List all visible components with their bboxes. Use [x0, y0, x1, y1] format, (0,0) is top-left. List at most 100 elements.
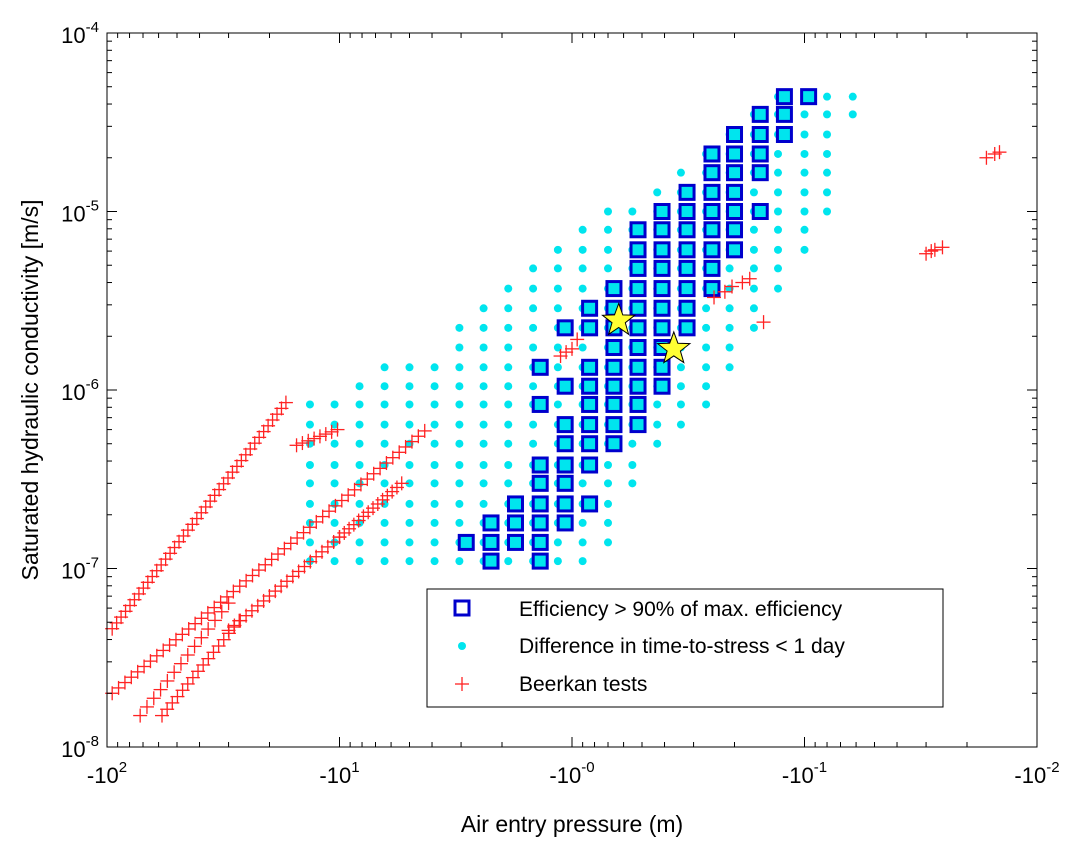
efficiency-point — [653, 299, 671, 317]
beerkan-point — [180, 648, 195, 663]
square-series — [457, 88, 818, 570]
time-to-stress-point — [725, 323, 734, 332]
time-to-stress-point — [380, 439, 389, 448]
time-to-stress-point — [749, 304, 758, 313]
time-to-stress-point — [380, 382, 389, 391]
efficiency-point — [605, 377, 623, 395]
time-to-stress-point — [430, 538, 439, 547]
time-to-stress-point — [504, 400, 513, 409]
efficiency-point — [556, 514, 574, 532]
time-to-stress-point — [430, 557, 439, 566]
efficiency-point — [751, 105, 769, 123]
time-to-stress-point — [653, 188, 662, 197]
efficiency-point — [482, 514, 500, 532]
efficiency-point — [726, 145, 744, 163]
legend-square-marker — [453, 599, 471, 617]
beerkan-point — [219, 589, 234, 604]
efficiency-point — [581, 456, 599, 474]
time-to-stress-point — [578, 557, 587, 566]
time-to-stress-point — [504, 284, 513, 293]
time-to-stress-point — [653, 400, 662, 409]
time-to-stress-point — [725, 304, 734, 313]
efficiency-point — [726, 221, 744, 239]
efficiency-point — [775, 88, 793, 106]
beerkan-point — [366, 466, 381, 481]
beerkan-point — [271, 547, 286, 562]
time-to-stress-point — [330, 518, 339, 527]
beerkan-point — [411, 429, 426, 444]
time-to-stress-point — [653, 420, 662, 429]
beerkan-point — [735, 275, 750, 290]
time-to-stress-point — [504, 557, 513, 566]
time-to-stress-point — [553, 557, 562, 566]
y-axis-label: Saturated hydraulic conductivity [m/s] — [17, 200, 43, 581]
beerkan-point — [979, 150, 994, 165]
time-to-stress-point — [504, 304, 513, 313]
time-to-stress-point — [380, 557, 389, 566]
time-to-stress-point — [455, 400, 464, 409]
time-to-stress-point — [430, 400, 439, 409]
time-to-stress-point — [405, 538, 414, 547]
efficiency-point — [482, 533, 500, 551]
time-to-stress-point — [823, 130, 832, 139]
time-to-stress-point — [405, 363, 414, 372]
time-to-stress-point — [578, 343, 587, 352]
legend-dot-marker — [458, 642, 466, 650]
legend-label-beerkan: Beerkan tests — [519, 673, 647, 696]
efficiency-point — [629, 241, 647, 259]
efficiency-point — [556, 319, 574, 337]
legend-label-time-to-stress: Difference in time-to-stress < 1 day — [519, 635, 845, 658]
efficiency-point — [703, 203, 721, 220]
beerkan-point — [570, 332, 585, 347]
time-to-stress-point — [430, 439, 439, 448]
efficiency-point — [581, 377, 599, 395]
efficiency-point — [506, 533, 524, 551]
time-to-stress-point — [355, 479, 364, 488]
efficiency-point — [653, 319, 671, 337]
efficiency-point — [605, 339, 623, 357]
time-to-stress-point — [774, 149, 783, 158]
efficiency-point — [678, 203, 696, 220]
beerkan-point — [258, 557, 273, 572]
time-to-stress-point — [479, 479, 488, 488]
beerkan-point — [213, 595, 228, 610]
beerkan-point — [756, 315, 771, 330]
time-to-stress-point — [355, 538, 364, 547]
efficiency-point — [581, 435, 599, 453]
time-to-stress-point — [330, 557, 339, 566]
y-tick-label: 10-6 — [61, 376, 99, 405]
time-to-stress-point — [529, 323, 538, 332]
beerkan-point — [360, 472, 375, 487]
time-to-stress-point — [578, 245, 587, 254]
time-to-stress-point — [405, 461, 414, 470]
beerkan-point — [277, 541, 292, 556]
efficiency-point — [703, 183, 721, 201]
beerkan-point — [992, 145, 1007, 160]
beerkan-point — [133, 708, 148, 723]
ticks — [106, 32, 1038, 748]
time-to-stress-point — [529, 304, 538, 313]
efficiency-point — [678, 280, 696, 298]
time-to-stress-point — [479, 343, 488, 352]
star-series — [601, 302, 692, 364]
time-to-stress-point — [355, 557, 364, 566]
beerkan-point — [742, 271, 757, 286]
beerkan-point — [124, 670, 139, 685]
beerkan-point — [117, 675, 132, 690]
time-to-stress-point — [702, 400, 711, 409]
time-to-stress-point — [553, 264, 562, 273]
time-to-stress-point — [578, 284, 587, 293]
beerkan-point — [130, 664, 145, 679]
time-to-stress-point — [578, 518, 587, 527]
beerkan-point — [251, 563, 266, 578]
efficiency-point — [605, 416, 623, 434]
beerkan-point — [143, 654, 158, 669]
efficiency-point — [726, 203, 744, 220]
efficiency-point — [482, 552, 500, 570]
beerkan-point — [417, 423, 432, 438]
time-to-stress-point — [355, 499, 364, 508]
time-to-stress-point — [529, 343, 538, 352]
beerkan-point — [302, 520, 317, 535]
efficiency-point — [605, 358, 623, 376]
efficiency-point — [605, 435, 623, 453]
